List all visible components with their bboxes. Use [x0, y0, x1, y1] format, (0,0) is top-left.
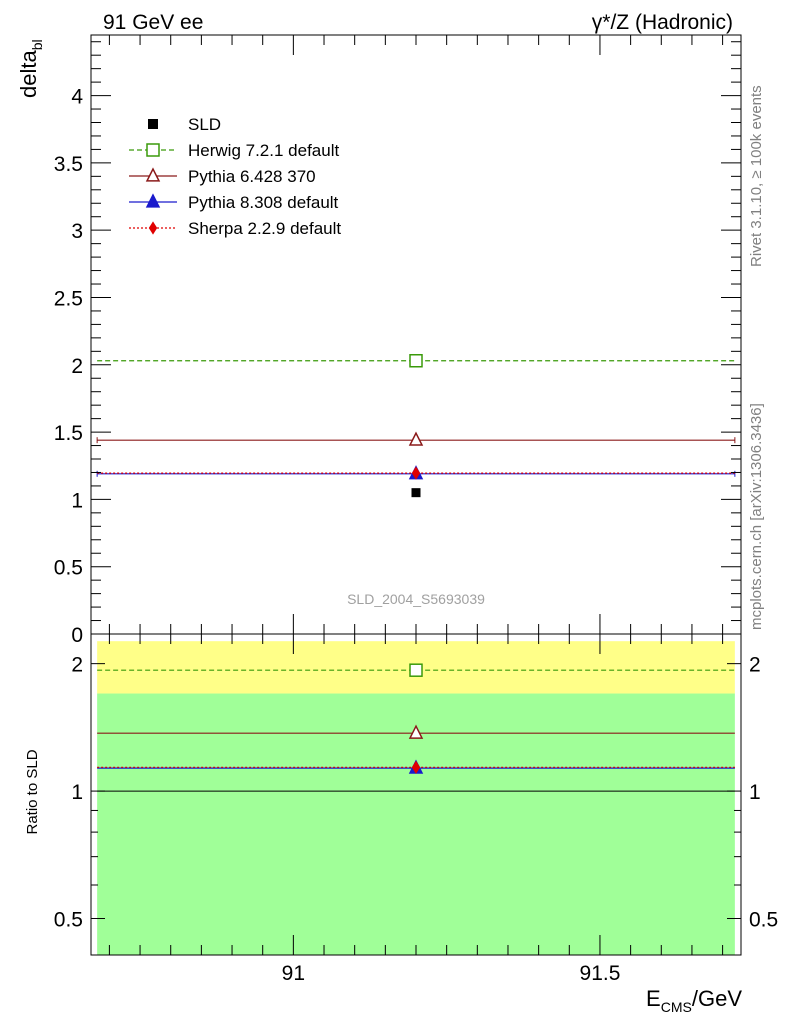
- legend-label-2: Pythia 6.428 370: [188, 167, 316, 186]
- legend-marker-0: [148, 119, 158, 129]
- rivet-version-note: Rivet 3.1.10, ≥ 100k events: [748, 85, 765, 267]
- ratio-ytick-label-right: 1: [749, 781, 761, 804]
- main-ytick-label: 1.5: [54, 422, 83, 445]
- main-panel: 0 0.5 1 1.5 2 2.5 3 3.5 4 SLD Herwig 7.2.1 default…: [54, 34, 742, 647]
- header-left-title: 91 GeV ee: [103, 11, 203, 34]
- main-ytick-label: 3.5: [54, 153, 83, 176]
- legend-marker-4: [148, 221, 158, 235]
- main-ytick-label: 4: [71, 86, 83, 109]
- main-ytick-label: 2.5: [54, 287, 83, 310]
- ratio-panel: 0.5 0.5 1 1 2 2 91 91.5: [54, 633, 778, 985]
- ratio-series-marker-3: [411, 760, 421, 774]
- main-ytick-label: 2: [71, 355, 83, 378]
- ratio-ytick-label-right: 2: [749, 654, 761, 677]
- data-point-marker: [411, 488, 421, 498]
- legend-label-3: Pythia 8.308 default: [188, 193, 339, 212]
- ratio-ytick-label-left: 2: [71, 654, 83, 677]
- x-axis-label: ECMS/GeV: [646, 986, 742, 1015]
- ratio-ytick-label-right: 0.5: [749, 909, 778, 932]
- legend-marker-2: [145, 167, 161, 182]
- ratio-y-axis-label: Ratio to SLD: [24, 749, 41, 834]
- legend-label-0: SLD: [188, 115, 221, 134]
- legend-label-1: Herwig 7.2.1 default: [188, 141, 339, 160]
- main-ytick-label: 0: [71, 624, 83, 647]
- header-right-title: γ*/Z (Hadronic): [592, 11, 733, 34]
- x-tick-label: 91.5: [580, 962, 621, 985]
- main-ytick-label: 1: [71, 489, 83, 512]
- ratio-ytick-label-left: 1: [71, 781, 83, 804]
- main-ytick-label: 0.5: [54, 557, 83, 580]
- mcplots-note: mcplots.cern.ch [arXiv:1306.3436]: [748, 403, 765, 630]
- legend-marker-1: [146, 143, 160, 157]
- legend-marker-3: [145, 193, 161, 208]
- ratio-series-marker-1: [408, 724, 424, 739]
- ratio-ytick-label-left: 0.5: [54, 909, 83, 932]
- analysis-watermark: SLD_2004_S5693039: [347, 591, 485, 607]
- main-y-axis-label: deltabl: [16, 39, 45, 98]
- main-series-marker-0: [409, 353, 423, 368]
- main-series-marker-1: [408, 431, 424, 446]
- legend-label-4: Sherpa 2.2.9 default: [188, 219, 341, 238]
- main-ytick-label: 3: [71, 220, 83, 243]
- ratio-series-marker-0: [409, 663, 423, 677]
- main-series-marker-3: [411, 466, 421, 480]
- x-tick-label: 91: [282, 962, 305, 985]
